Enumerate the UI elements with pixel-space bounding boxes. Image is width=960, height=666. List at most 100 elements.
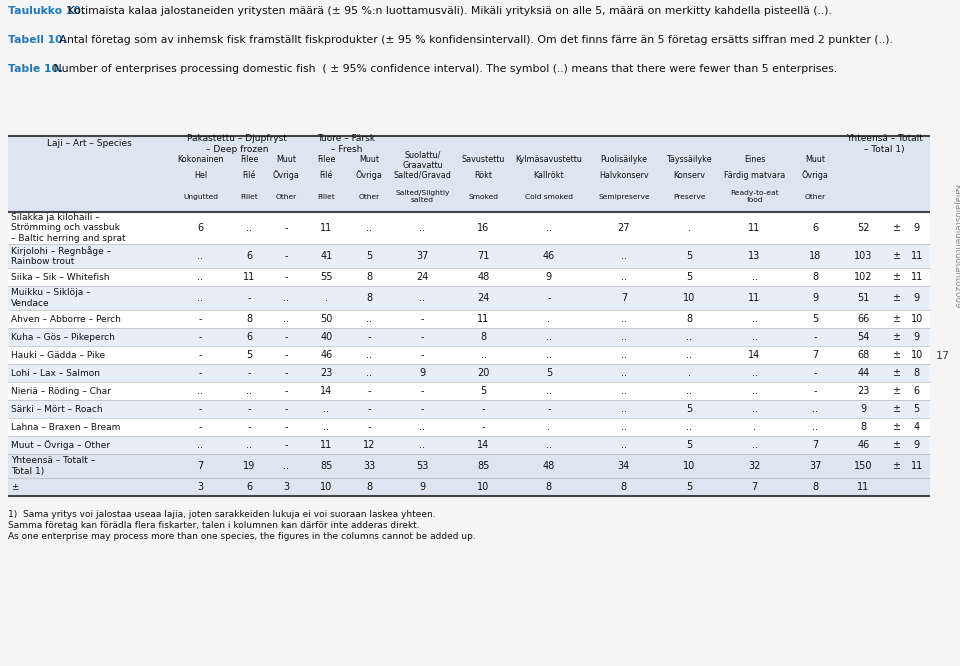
Text: ..: .. — [198, 386, 204, 396]
Text: -: - — [199, 368, 203, 378]
Text: Hel: Hel — [194, 170, 207, 180]
Text: ..: .. — [247, 440, 252, 450]
Text: ..: .. — [366, 350, 372, 360]
Text: 9: 9 — [860, 404, 867, 414]
Text: ..: .. — [621, 314, 627, 324]
Bar — [8, 244, 930, 268]
Text: Laji – Art – Species: Laji – Art – Species — [47, 139, 132, 149]
Bar — [8, 182, 930, 212]
Text: Ready-to-eat
food: Ready-to-eat food — [731, 190, 779, 204]
Text: Täyssäilyke: Täyssäilyke — [666, 155, 712, 165]
Text: 5: 5 — [247, 350, 252, 360]
Text: ..: .. — [621, 350, 627, 360]
Bar — [8, 212, 930, 244]
Text: 10: 10 — [911, 314, 923, 324]
Text: ..: .. — [621, 251, 627, 261]
Text: Ungutted: Ungutted — [183, 194, 218, 200]
Text: 7: 7 — [197, 461, 204, 471]
Text: 68: 68 — [857, 350, 870, 360]
Text: ..: .. — [812, 422, 818, 432]
Text: -: - — [199, 314, 203, 324]
Text: 7: 7 — [812, 350, 818, 360]
Text: ±: ± — [892, 461, 900, 471]
Text: -: - — [199, 422, 203, 432]
Text: Filee: Filee — [240, 155, 258, 165]
Text: 8: 8 — [686, 314, 692, 324]
Text: 7: 7 — [621, 293, 627, 303]
Text: Tabell 10.: Tabell 10. — [8, 35, 67, 45]
Text: ..: .. — [752, 272, 757, 282]
Text: -: - — [547, 293, 551, 303]
Text: 13: 13 — [749, 251, 760, 261]
Text: ..: .. — [546, 223, 552, 233]
Text: 5: 5 — [686, 404, 692, 414]
Text: -: - — [420, 350, 424, 360]
Text: Number of enterprises processing domestic fish  ( ± 95% confidence interval). Th: Number of enterprises processing domesti… — [50, 65, 837, 75]
Text: 5: 5 — [686, 251, 692, 261]
Text: Muut: Muut — [805, 155, 825, 165]
Text: Salted/Slightly
salted: Salted/Slightly salted — [396, 190, 449, 204]
Text: 9: 9 — [914, 293, 920, 303]
Text: ±: ± — [892, 404, 900, 414]
Text: Övriga: Övriga — [273, 170, 300, 180]
Text: Färdig matvara: Färdig matvara — [724, 170, 785, 180]
Text: ±: ± — [11, 482, 18, 492]
Text: ..: .. — [324, 404, 329, 414]
Text: 53: 53 — [417, 461, 428, 471]
Text: 46: 46 — [857, 440, 870, 450]
Text: ..: .. — [366, 314, 372, 324]
Text: ±: ± — [892, 368, 900, 378]
Text: 6: 6 — [914, 386, 920, 396]
Text: ..: .. — [546, 350, 552, 360]
Text: 5: 5 — [686, 482, 692, 492]
Text: Antal företag som av inhemsk fisk framställt fiskprodukter (± 95 % konfidensinte: Antal företag som av inhemsk fisk framst… — [56, 35, 893, 45]
Text: ..: .. — [198, 293, 204, 303]
Text: ..: .. — [752, 368, 757, 378]
Text: 10: 10 — [684, 293, 695, 303]
Text: ..: .. — [366, 223, 372, 233]
Text: 8: 8 — [366, 482, 372, 492]
Text: 48: 48 — [542, 461, 555, 471]
Text: ..: .. — [621, 422, 627, 432]
Text: -: - — [248, 293, 252, 303]
Text: -: - — [813, 386, 817, 396]
Text: ..: .. — [752, 404, 757, 414]
Bar — [8, 168, 930, 182]
Text: 9: 9 — [546, 272, 552, 282]
Text: -: - — [199, 404, 203, 414]
Text: -: - — [284, 440, 288, 450]
Text: ..: .. — [752, 386, 757, 396]
Text: 11: 11 — [857, 482, 870, 492]
Text: 9: 9 — [812, 293, 818, 303]
Text: ..: .. — [686, 332, 692, 342]
Text: 14: 14 — [749, 350, 760, 360]
Text: 9: 9 — [914, 440, 920, 450]
Text: 11: 11 — [911, 251, 923, 261]
Text: Muut: Muut — [359, 155, 379, 165]
Text: ..: .. — [283, 461, 289, 471]
Text: -: - — [199, 332, 203, 342]
Text: 37: 37 — [809, 461, 821, 471]
Text: 9: 9 — [914, 223, 920, 233]
Text: -: - — [368, 404, 371, 414]
Text: -: - — [420, 314, 424, 324]
Bar — [8, 454, 930, 478]
Text: ..: .. — [621, 440, 627, 450]
Text: Other: Other — [359, 194, 380, 200]
Text: -: - — [248, 404, 252, 414]
Text: Table 10.: Table 10. — [8, 65, 63, 75]
Text: .: . — [547, 314, 550, 324]
Text: 33: 33 — [363, 461, 375, 471]
Text: 8: 8 — [621, 482, 627, 492]
Text: 6: 6 — [198, 223, 204, 233]
Text: Rökt: Rökt — [474, 170, 492, 180]
Text: 14: 14 — [320, 386, 332, 396]
Text: ..: .. — [247, 223, 252, 233]
Text: ..: .. — [621, 272, 627, 282]
Text: Siika – Sik – Whitefish: Siika – Sik – Whitefish — [11, 272, 109, 282]
Text: -: - — [248, 422, 252, 432]
Bar — [8, 382, 930, 400]
Text: 12: 12 — [363, 440, 375, 450]
Bar — [8, 136, 930, 152]
Text: Samma företag kan förädla flera fiskarter, talen i kolumnen kan därför inte adde: Samma företag kan förädla flera fiskarte… — [8, 521, 420, 530]
